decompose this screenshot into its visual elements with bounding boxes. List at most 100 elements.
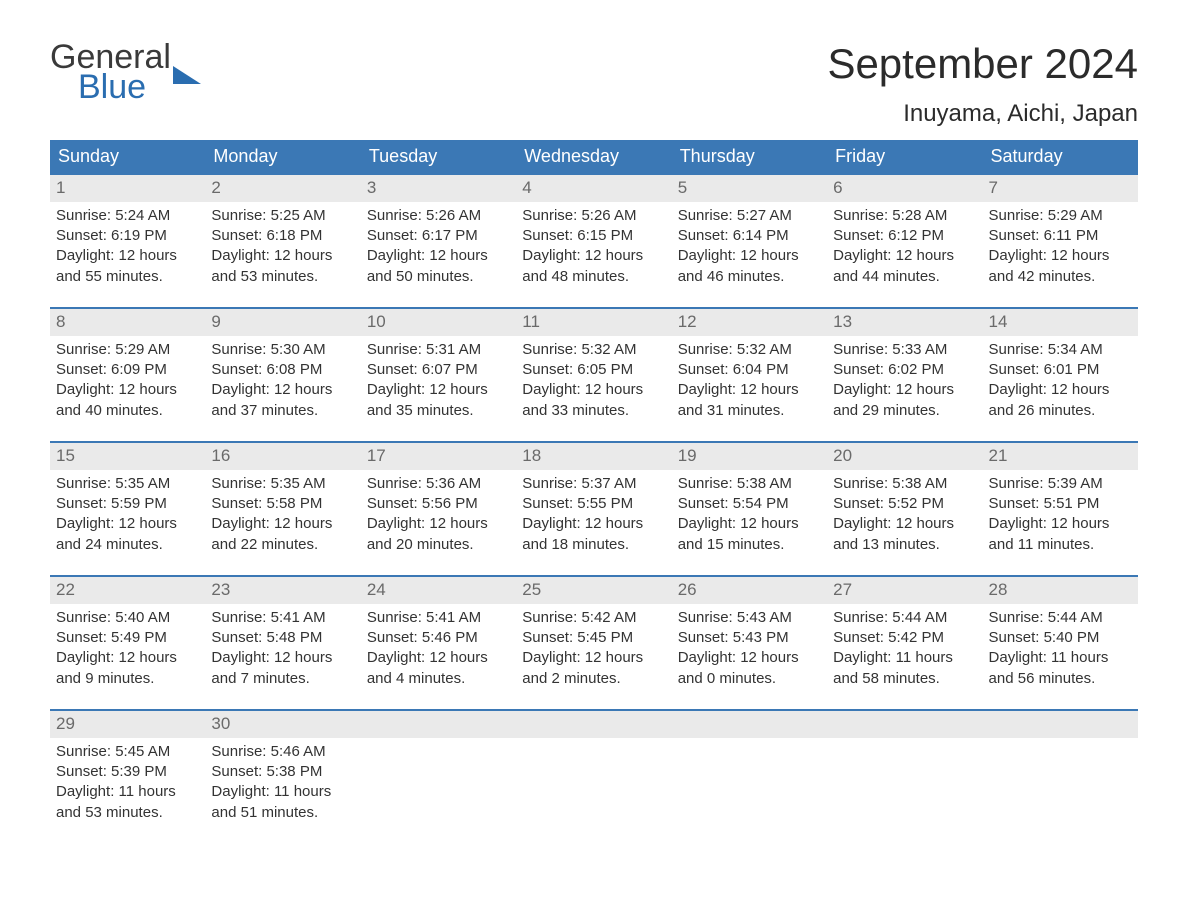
sunset-text: Sunset: 6:07 PM [367,360,510,380]
week-row: 8Sunrise: 5:29 AMSunset: 6:09 PMDaylight… [50,307,1138,427]
sunrise-text: Sunrise: 5:45 AM [56,742,199,762]
day-number: 30 [205,711,360,738]
day-cell: 1Sunrise: 5:24 AMSunset: 6:19 PMDaylight… [50,175,205,293]
day-number: 25 [516,577,671,604]
sunrise-text: Sunrise: 5:32 AM [678,340,821,360]
daylight-line2: and 18 minutes. [522,535,665,555]
day-cell: 28Sunrise: 5:44 AMSunset: 5:40 PMDayligh… [983,577,1138,695]
daylight-line2: and 29 minutes. [833,401,976,421]
day-body: Sunrise: 5:41 AMSunset: 5:46 PMDaylight:… [361,604,516,689]
daylight-line2: and 42 minutes. [989,267,1132,287]
sunrise-text: Sunrise: 5:24 AM [56,206,199,226]
sunset-text: Sunset: 5:59 PM [56,494,199,514]
day-number: 20 [827,443,982,470]
week-row: 15 Sunrise: 5:35 AMSunset: 5:59 PM Dayligh… [50,441,1138,561]
daylight-line1: Daylight: 12 hours [211,380,354,400]
sunset-text: Sunset: 5:58 PM [211,494,354,514]
week-row: 29Sunrise: 5:45 AMSunset: 5:39 PMDayligh… [50,709,1138,829]
sunset-text: Sunset: 6:11 PM [989,226,1132,246]
sunrise-text: Sunrise: 5:31 AM [367,340,510,360]
sunrise-text: Sunrise: 5:38 AM [678,474,821,494]
day-cell: 27Sunrise: 5:44 AMSunset: 5:42 PMDayligh… [827,577,982,695]
sunrise-text: Sunrise: 5:26 AM [522,206,665,226]
daylight-line1: Daylight: 11 hours [56,782,199,802]
sunset-text: Sunset: 5:52 PM [833,494,976,514]
sunrise-text: Sunrise: 5:30 AM [211,340,354,360]
daylight-line2: and 11 minutes. [989,535,1132,555]
day-cell: 25Sunrise: 5:42 AMSunset: 5:45 PMDayligh… [516,577,671,695]
day-cell [983,711,1138,829]
daylight-line2: and 53 minutes. [211,267,354,287]
sunset-text: Sunset: 6:09 PM [56,360,199,380]
day-cell: 19Sunrise: 5:38 AMSunset: 5:54 PMDayligh… [672,443,827,561]
day-number: 24 [361,577,516,604]
day-number: 10 [361,309,516,336]
day-cell: 4Sunrise: 5:26 AMSunset: 6:15 PMDaylight… [516,175,671,293]
sunrise-text: Sunrise: 5:27 AM [678,206,821,226]
daylight-line1: Daylight: 12 hours [833,380,976,400]
week-row: 22Sunrise: 5:40 AMSunset: 5:49 PMDayligh… [50,575,1138,695]
day-number: 4 [516,175,671,202]
daylight-line2: and 58 minutes. [833,669,976,689]
day-cell: 12Sunrise: 5:32 AMSunset: 6:04 PMDayligh… [672,309,827,427]
daylight-line2: and 40 minutes. [56,401,199,421]
day-body: Sunrise: 5:43 AMSunset: 5:43 PMDaylight:… [672,604,827,689]
day-number: 23 [205,577,360,604]
dow-cell: Monday [205,140,360,173]
daylight-line1: Daylight: 12 hours [367,514,510,534]
day-cell: 3Sunrise: 5:26 AMSunset: 6:17 PMDaylight… [361,175,516,293]
daylight-line1: Daylight: 12 hours [678,246,821,266]
sunset-text: Sunset: 5:42 PM [833,628,976,648]
daylight-line2: and 35 minutes. [367,401,510,421]
sunset-text: Sunset: 5:51 PM [989,494,1132,514]
day-cell: 18Sunrise: 5:37 AMSunset: 5:55 PMDayligh… [516,443,671,561]
sunrise-text: Sunrise: 5:34 AM [989,340,1132,360]
day-number: 17 [361,443,516,470]
day-cell: 26Sunrise: 5:43 AMSunset: 5:43 PMDayligh… [672,577,827,695]
day-number: 15 [50,443,205,470]
dow-cell: Wednesday [516,140,671,173]
day-cell: 13Sunrise: 5:33 AMSunset: 6:02 PMDayligh… [827,309,982,427]
day-cell: 22Sunrise: 5:40 AMSunset: 5:49 PMDayligh… [50,577,205,695]
daylight-line2: and 56 minutes. [989,669,1132,689]
sunrise-text: Sunrise: 5:43 AM [678,608,821,628]
sunset-text: Sunset: 5:56 PM [367,494,510,514]
daylight-line2: and 13 minutes. [833,535,976,555]
sunrise-text: Sunrise: 5:33 AM [833,340,976,360]
day-cell: 30Sunrise: 5:46 AMSunset: 5:38 PMDayligh… [205,711,360,829]
day-cell: 15Sunrise: 5:35 AMSunset: 5:59 PMDayligh… [50,443,205,561]
day-cell: 5Sunrise: 5:27 AMSunset: 6:14 PMDaylight… [672,175,827,293]
sunset-text: Sunset: 6:15 PM [522,226,665,246]
day-number [827,711,982,738]
daylight-line2: and 7 minutes. [211,669,354,689]
daylight-line1: Daylight: 12 hours [211,514,354,534]
day-cell: 11Sunrise: 5:32 AMSunset: 6:05 PMDayligh… [516,309,671,427]
logo: General Blue [50,40,201,104]
sunrise-text: Sunrise: 5:38 AM [833,474,976,494]
day-cell: 14Sunrise: 5:34 AMSunset: 6:01 PMDayligh… [983,309,1138,427]
day-cell: 10Sunrise: 5:31 AMSunset: 6:07 PMDayligh… [361,309,516,427]
header: General Blue September 2024 Inuyama, Aic… [50,40,1138,128]
sunset-text: Sunset: 6:14 PM [678,226,821,246]
daylight-line2: and 2 minutes. [522,669,665,689]
logo-flag-icon [173,66,201,84]
day-number: 16 [205,443,360,470]
day-body: Sunrise: 5:44 AMSunset: 5:42 PMDaylight:… [827,604,982,689]
day-body: Sunrise: 5:35 AMSunset: 5:58 PMDaylight:… [205,470,360,555]
daylight-line1: Daylight: 12 hours [989,380,1132,400]
sunrise-text: Sunrise: 5:42 AM [522,608,665,628]
day-cell: 9Sunrise: 5:30 AMSunset: 6:08 PMDaylight… [205,309,360,427]
day-body: Sunrise: 5:36 AMSunset: 5:56 PMDaylight:… [361,470,516,555]
daylight-line1: Daylight: 12 hours [522,380,665,400]
day-body: Sunrise: 5:44 AMSunset: 5:40 PMDaylight:… [983,604,1138,689]
daylight-line2: and 37 minutes. [211,401,354,421]
day-cell [361,711,516,829]
sunrise-text: Sunrise: 5:35 AM [56,474,199,494]
sunset-text: Sunset: 5:55 PM [522,494,665,514]
dow-cell: Saturday [983,140,1138,173]
day-cell: 8Sunrise: 5:29 AMSunset: 6:09 PMDaylight… [50,309,205,427]
week-row: 1Sunrise: 5:24 AMSunset: 6:19 PMDaylight… [50,173,1138,293]
day-number: 27 [827,577,982,604]
sunrise-text: Sunrise: 5:29 AM [989,206,1132,226]
sunrise-text: Sunrise: 5:44 AM [833,608,976,628]
